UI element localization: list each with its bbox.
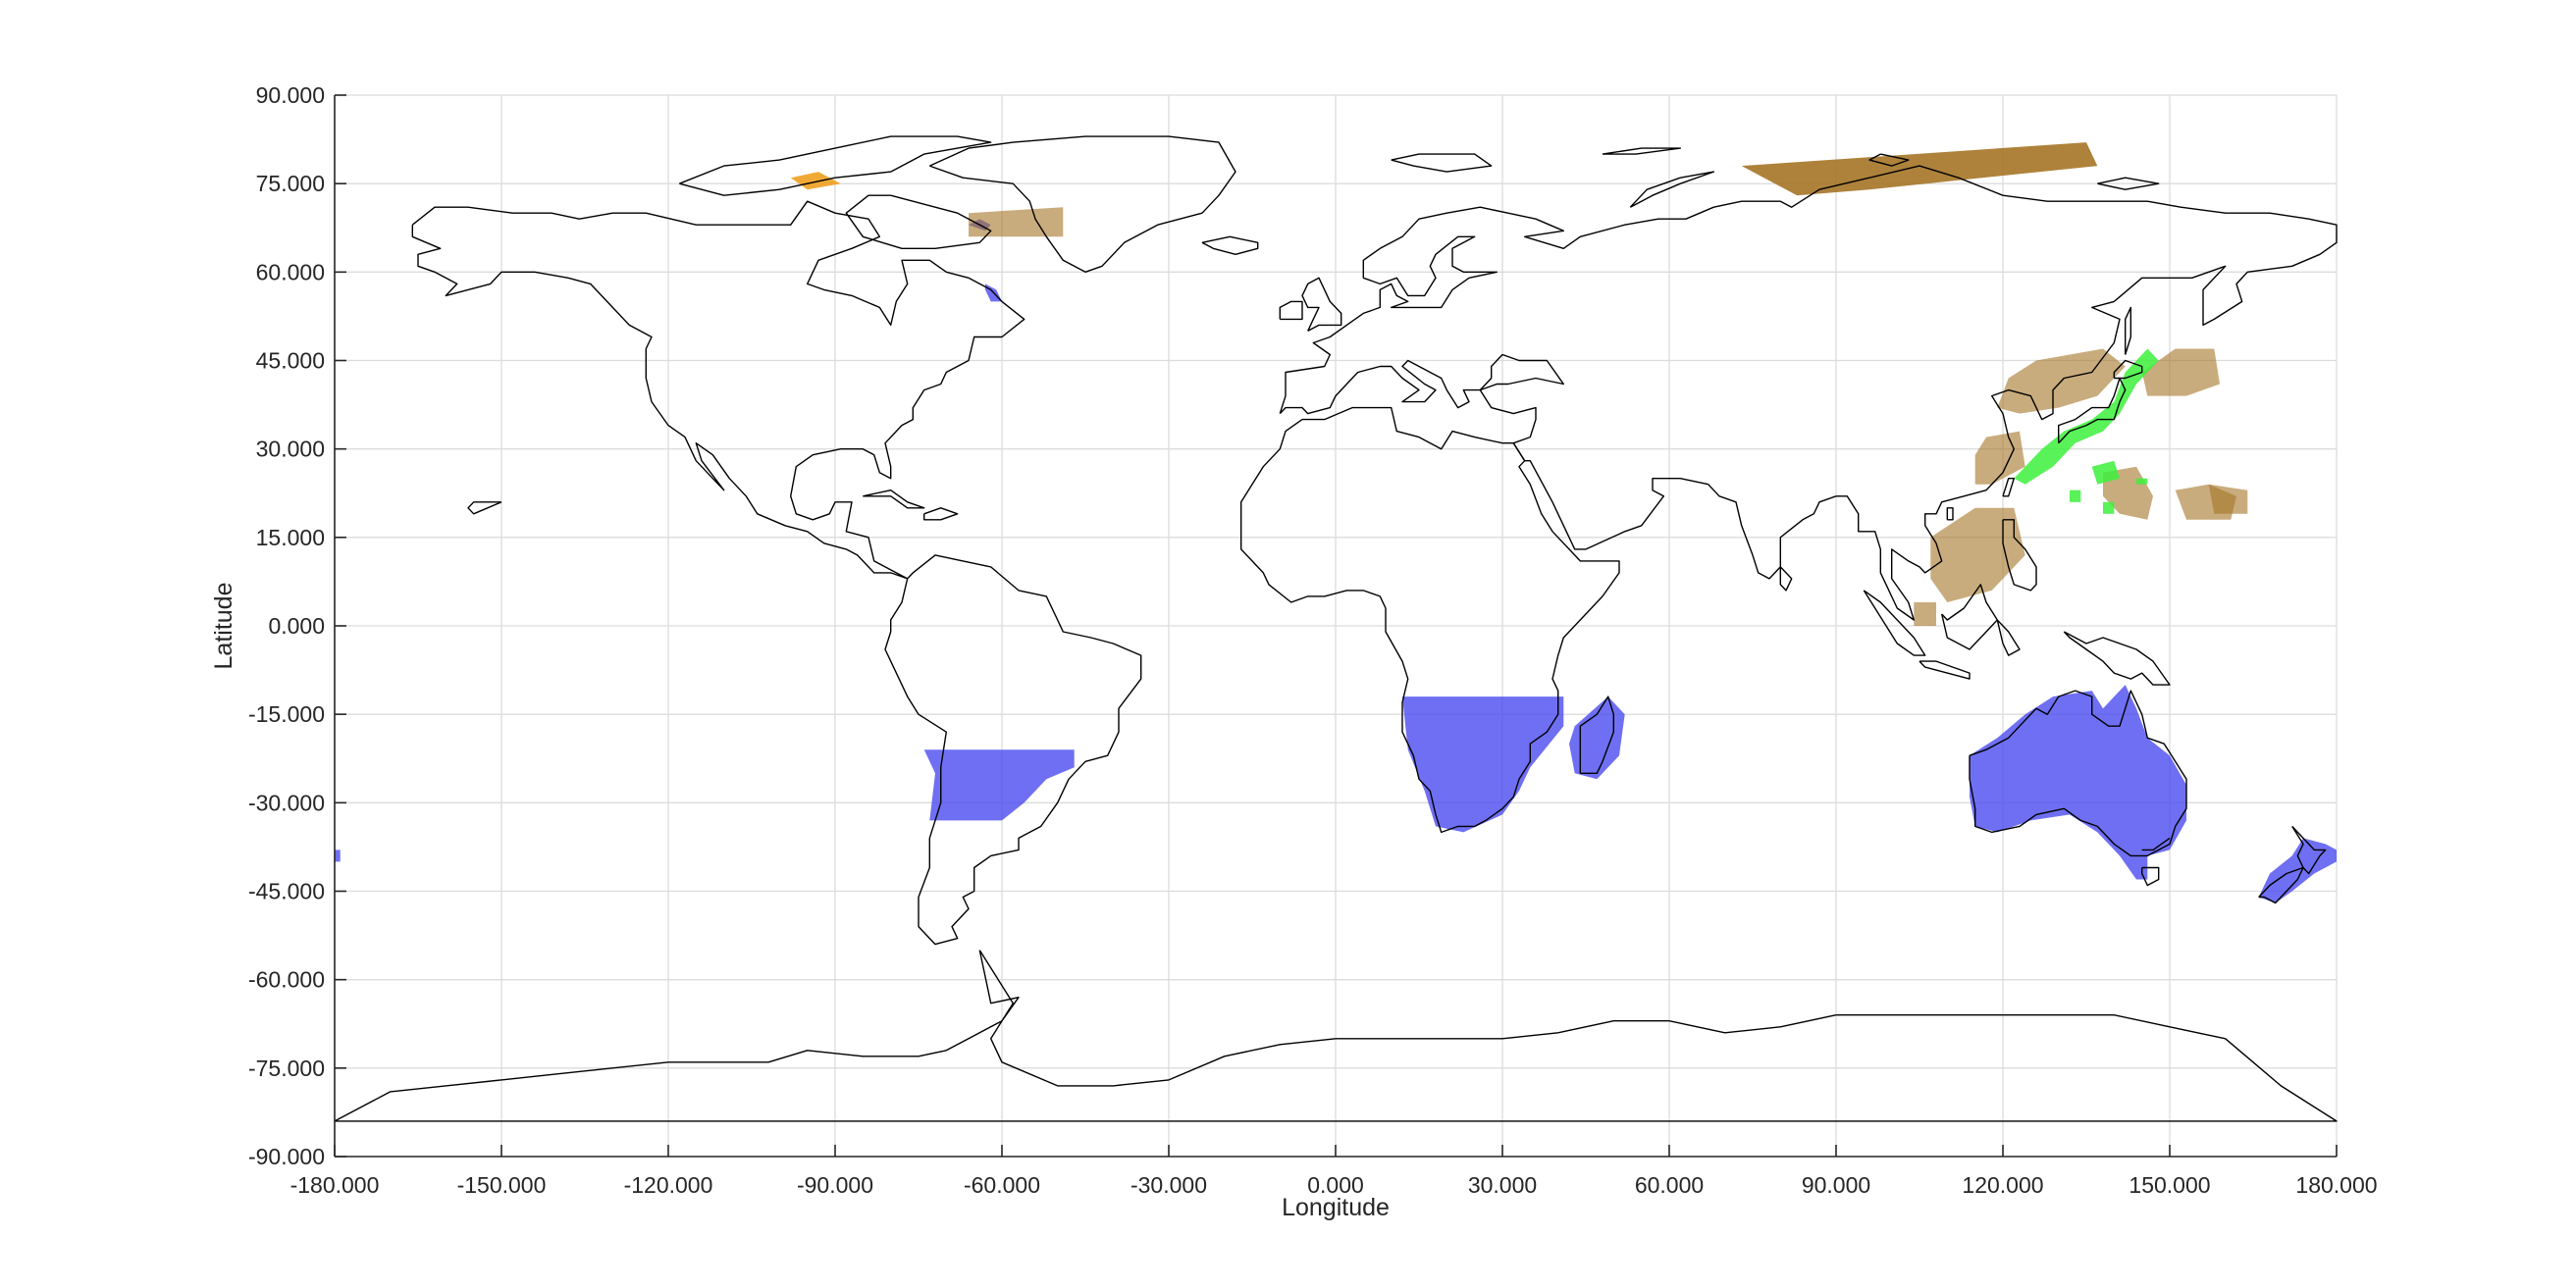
- blue-region: [1970, 685, 2186, 880]
- x-tick-label: 120.000: [1962, 1172, 2043, 1198]
- coastline: [2002, 519, 2037, 592]
- green-region: [2103, 501, 2115, 514]
- coastline: [2113, 359, 2143, 380]
- green-region: [2091, 460, 2120, 485]
- coastline: [1629, 171, 1715, 208]
- x-axis-label: Longitude: [1282, 1194, 1390, 1221]
- coastline: [2002, 478, 2016, 497]
- y-tick-label: -45.000: [248, 879, 325, 904]
- y-tick-label: 60.000: [256, 259, 325, 284]
- brown-region: [1741, 142, 2098, 196]
- x-tick-label: -30.000: [1130, 1172, 1207, 1198]
- coastline: [1201, 235, 1259, 255]
- x-tick-label: 180.000: [2295, 1172, 2377, 1198]
- blue-region: [923, 749, 1075, 821]
- x-tick-label: 60.000: [1635, 1172, 1704, 1198]
- coastline: [1579, 696, 1615, 774]
- coastline: [1279, 300, 1303, 321]
- coastline: [1391, 153, 1493, 173]
- blue-region: [2258, 838, 2337, 903]
- coastline: [2258, 866, 2304, 904]
- x-tick-labels: -180.000 -150.000 -120.000 -90.000 -60.000 -3…: [290, 1172, 2378, 1198]
- green-region: [2136, 478, 2148, 485]
- y-tick-label: 75.000: [256, 171, 325, 196]
- x-tick-label: 90.000: [1802, 1172, 1870, 1198]
- x-tick-label: 150.000: [2129, 1172, 2210, 1198]
- y-tick-label: -15.000: [248, 701, 325, 727]
- gridlines: [334, 94, 2338, 1158]
- green-region: [2070, 489, 2081, 502]
- coastline: [2291, 825, 2327, 875]
- coastline: [1239, 406, 1620, 834]
- axes-box: [334, 94, 2338, 1158]
- coastline: [1969, 690, 2187, 857]
- coastline: [863, 489, 925, 509]
- coastline: [1919, 660, 1971, 680]
- coastline: [2141, 837, 2171, 851]
- x-tick-label: 0.000: [1307, 1172, 1364, 1198]
- coastline: [2140, 866, 2160, 887]
- coastline: [1996, 619, 2021, 656]
- coastline: [923, 507, 959, 521]
- coastline: [1279, 165, 2338, 621]
- y-tick-label: 0.000: [268, 613, 325, 639]
- coastline: [1946, 507, 1954, 521]
- coastline: [467, 501, 502, 515]
- brown-region: [2208, 484, 2248, 514]
- coastline: [1941, 584, 1999, 650]
- y-axis-label: Latitude: [210, 583, 237, 670]
- coastline: [334, 950, 2338, 1122]
- y-tick-label: 15.000: [256, 525, 325, 550]
- brown-region: [969, 207, 1064, 237]
- y-tick-label: 90.000: [256, 82, 325, 108]
- x-tick-label: -180.000: [290, 1172, 380, 1198]
- y-tick-label: 45.000: [256, 348, 325, 374]
- x-tick-label: -150.000: [457, 1172, 547, 1198]
- x-tick-label: -120.000: [624, 1172, 713, 1198]
- y-tick-label: -75.000: [248, 1056, 325, 1081]
- x-tick-label: -90.000: [797, 1172, 873, 1198]
- coastline: [1868, 153, 1910, 167]
- x-tick-label: -60.000: [964, 1172, 1040, 1198]
- blue-region: [1402, 696, 1564, 833]
- coastline: [1779, 566, 1793, 592]
- y-tick-label: -30.000: [248, 790, 325, 815]
- blue-region: [1569, 696, 1625, 780]
- brown-region: [1930, 507, 2025, 602]
- coastline: [1863, 590, 1926, 656]
- y-tick-label: -90.000: [248, 1144, 325, 1169]
- coastline: [845, 194, 992, 250]
- brown-region: [1914, 602, 1936, 626]
- coastline: [679, 135, 992, 196]
- coastline: [411, 200, 1142, 946]
- coastline: [1602, 147, 1682, 155]
- y-tick-labels: 90.000 75.000 60.000 45.000 30.000 15.000 0.00…: [248, 82, 325, 1169]
- coastline: [2057, 377, 2127, 444]
- coastline: [929, 135, 1236, 273]
- coastline: [2097, 177, 2160, 190]
- coastline: [2124, 306, 2132, 355]
- x-tick-label: 30.000: [1468, 1172, 1537, 1198]
- blue-region: [335, 850, 341, 862]
- y-tick-label: 30.000: [256, 437, 325, 462]
- coastlines: [334, 135, 2338, 1122]
- brown-region: [2141, 348, 2220, 396]
- coastline: [1301, 277, 1342, 333]
- y-tick-label: -60.000: [248, 967, 325, 993]
- coastline: [2063, 631, 2171, 686]
